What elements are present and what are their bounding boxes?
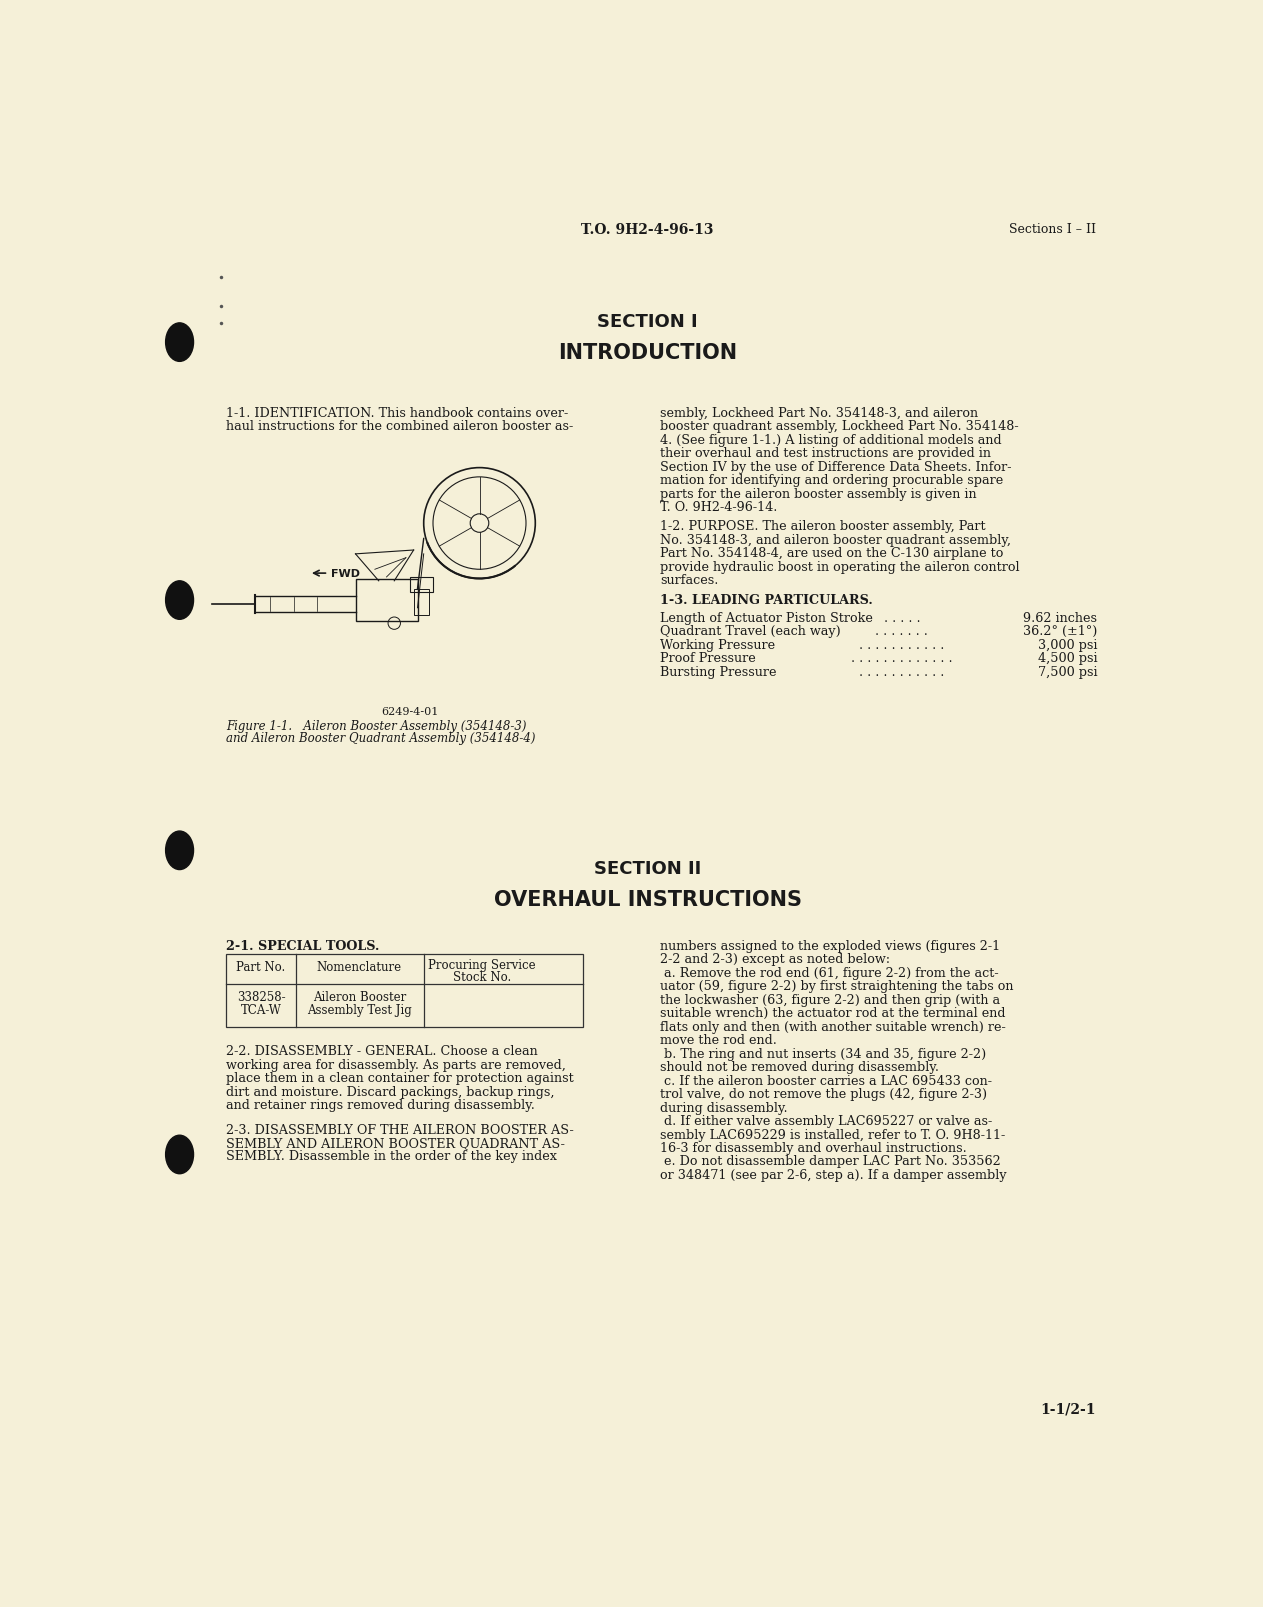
Text: flats only and then (with another suitable wrench) re-: flats only and then (with another suitab… <box>661 1020 1005 1033</box>
Text: Working Pressure: Working Pressure <box>661 638 775 651</box>
Text: 1-3. LEADING PARTICULARS.: 1-3. LEADING PARTICULARS. <box>661 595 873 607</box>
Text: surfaces.: surfaces. <box>661 574 719 587</box>
Text: 4,500 psi: 4,500 psi <box>1037 652 1098 665</box>
Text: haul instructions for the combined aileron booster as-: haul instructions for the combined ailer… <box>226 421 573 434</box>
Text: e. Do not disassemble damper LAC Part No. 353562: e. Do not disassemble damper LAC Part No… <box>661 1155 1000 1168</box>
Text: TCA-W: TCA-W <box>240 1003 282 1017</box>
Text: 2-2. DISASSEMBLY - GENERAL. Choose a clean: 2-2. DISASSEMBLY - GENERAL. Choose a cle… <box>226 1045 538 1057</box>
Text: a. Remove the rod end (61, figure 2-2) from the act-: a. Remove the rod end (61, figure 2-2) f… <box>661 966 999 979</box>
Text: OVERHAUL INSTRUCTIONS: OVERHAUL INSTRUCTIONS <box>494 889 802 910</box>
Text: Bursting Pressure: Bursting Pressure <box>661 665 777 678</box>
Text: Figure 1-1.   Aileron Booster Assembly (354148-3): Figure 1-1. Aileron Booster Assembly (35… <box>226 720 527 733</box>
Text: Assembly Test Jig: Assembly Test Jig <box>307 1003 412 1017</box>
Ellipse shape <box>165 831 193 869</box>
Text: b. The ring and nut inserts (34 and 35, figure 2-2): b. The ring and nut inserts (34 and 35, … <box>661 1048 986 1061</box>
Text: their overhaul and test instructions are provided in: their overhaul and test instructions are… <box>661 447 991 460</box>
Text: . . . . . . .: . . . . . . . <box>875 625 928 638</box>
Text: 1-1/2-1: 1-1/2-1 <box>1041 1401 1095 1416</box>
Text: 36.2° (±1°): 36.2° (±1°) <box>1023 625 1098 638</box>
Text: 4. (See figure 1-1.) A listing of additional models and: 4. (See figure 1-1.) A listing of additi… <box>661 434 1002 447</box>
Text: Proof Pressure: Proof Pressure <box>661 652 755 665</box>
Text: mation for identifying and ordering procurable spare: mation for identifying and ordering proc… <box>661 474 1003 487</box>
Ellipse shape <box>165 323 193 362</box>
Bar <box>226 955 582 1028</box>
Text: 338258-: 338258- <box>236 990 285 1003</box>
Text: . . . . . . . . . . . . .: . . . . . . . . . . . . . <box>851 652 952 665</box>
Ellipse shape <box>165 1136 193 1175</box>
Text: SEMBLY. Disassemble in the order of the key index: SEMBLY. Disassemble in the order of the … <box>226 1149 557 1163</box>
Text: 6249-4-01: 6249-4-01 <box>381 707 438 717</box>
Text: T. O. 9H2-4-96-14.: T. O. 9H2-4-96-14. <box>661 501 778 514</box>
Text: SECTION II: SECTION II <box>594 860 701 877</box>
Text: sembly, Lockheed Part No. 354148-3, and aileron: sembly, Lockheed Part No. 354148-3, and … <box>661 407 979 419</box>
Text: parts for the aileron booster assembly is given in: parts for the aileron booster assembly i… <box>661 487 976 500</box>
Text: Procuring Service: Procuring Service <box>428 958 536 972</box>
Text: Section IV by the use of Difference Data Sheets. Infor-: Section IV by the use of Difference Data… <box>661 461 1012 474</box>
Text: Quadrant Travel (each way): Quadrant Travel (each way) <box>661 625 841 638</box>
Text: 2-1. SPECIAL TOOLS.: 2-1. SPECIAL TOOLS. <box>226 938 379 953</box>
Text: and Aileron Booster Quadrant Assembly (354148-4): and Aileron Booster Quadrant Assembly (3… <box>226 731 536 744</box>
Text: Part No. 354148-4, are used on the C-130 airplane to: Part No. 354148-4, are used on the C-130… <box>661 546 1003 559</box>
Text: dirt and moisture. Discard packings, backup rings,: dirt and moisture. Discard packings, bac… <box>226 1085 554 1098</box>
Text: booster quadrant assembly, Lockheed Part No. 354148-: booster quadrant assembly, Lockheed Part… <box>661 421 1019 434</box>
Text: 1-2. PURPOSE. The aileron booster assembly, Part: 1-2. PURPOSE. The aileron booster assemb… <box>661 521 985 534</box>
Text: SEMBLY AND AILERON BOOSTER QUADRANT AS-: SEMBLY AND AILERON BOOSTER QUADRANT AS- <box>226 1136 565 1149</box>
Text: . . . . . . . . . . .: . . . . . . . . . . . <box>859 665 945 678</box>
Text: suitable wrench) the actuator rod at the terminal end: suitable wrench) the actuator rod at the… <box>661 1006 1005 1019</box>
Text: Aileron Booster: Aileron Booster <box>313 990 405 1003</box>
Bar <box>413 590 429 615</box>
Text: during disassembly.: during disassembly. <box>661 1101 788 1114</box>
Text: c. If the aileron booster carries a LAC 695433 con-: c. If the aileron booster carries a LAC … <box>661 1073 991 1086</box>
Text: and retainer rings removed during disassembly.: and retainer rings removed during disass… <box>226 1099 536 1112</box>
Text: sembly LAC695229 is installed, refer to T. O. 9H8-11-: sembly LAC695229 is installed, refer to … <box>661 1128 1005 1141</box>
Text: T.O. 9H2-4-96-13: T.O. 9H2-4-96-13 <box>581 223 714 236</box>
Bar <box>409 577 433 593</box>
Text: working area for disassembly. As parts are removed,: working area for disassembly. As parts a… <box>226 1057 566 1072</box>
Ellipse shape <box>165 582 193 620</box>
Text: provide hydraulic boost in operating the aileron control: provide hydraulic boost in operating the… <box>661 561 1019 574</box>
Text: move the rod end.: move the rod end. <box>661 1033 777 1046</box>
Text: Length of Actuator Piston Stroke: Length of Actuator Piston Stroke <box>661 611 873 625</box>
Text: 7,500 psi: 7,500 psi <box>1037 665 1098 678</box>
Bar <box>355 580 418 622</box>
Text: uator (59, figure 2-2) by first straightening the tabs on: uator (59, figure 2-2) by first straight… <box>661 980 1014 993</box>
Text: . . . . .: . . . . . <box>884 611 921 625</box>
Text: d. If either valve assembly LAC695227 or valve as-: d. If either valve assembly LAC695227 or… <box>661 1114 993 1128</box>
Text: Nomenclature: Nomenclature <box>317 961 402 974</box>
Text: 3,000 psi: 3,000 psi <box>1038 638 1098 651</box>
Text: place them in a clean container for protection against: place them in a clean container for prot… <box>226 1072 573 1085</box>
Text: 1-1. IDENTIFICATION. This handbook contains over-: 1-1. IDENTIFICATION. This handbook conta… <box>226 407 568 419</box>
Text: 2-2 and 2-3) except as noted below:: 2-2 and 2-3) except as noted below: <box>661 953 890 966</box>
Text: trol valve, do not remove the plugs (42, figure 2-3): trol valve, do not remove the plugs (42,… <box>661 1088 988 1101</box>
Text: Sections I – II: Sections I – II <box>1009 223 1095 236</box>
Text: 9.62 inches: 9.62 inches <box>1023 611 1098 625</box>
Text: SECTION I: SECTION I <box>597 313 698 331</box>
Text: 2-3. DISASSEMBLY OF THE AILERON BOOSTER AS-: 2-3. DISASSEMBLY OF THE AILERON BOOSTER … <box>226 1123 573 1136</box>
Text: 16-3 for disassembly and overhaul instructions.: 16-3 for disassembly and overhaul instru… <box>661 1141 966 1154</box>
Text: INTRODUCTION: INTRODUCTION <box>558 342 738 363</box>
Text: or 348471 (see par 2-6, step a). If a damper assembly: or 348471 (see par 2-6, step a). If a da… <box>661 1168 1007 1181</box>
Text: FWD: FWD <box>331 569 360 579</box>
Text: numbers assigned to the exploded views (figures 2-1: numbers assigned to the exploded views (… <box>661 938 1000 953</box>
Text: the lockwasher (63, figure 2-2) and then grip (with a: the lockwasher (63, figure 2-2) and then… <box>661 993 1000 1006</box>
Text: No. 354148-3, and aileron booster quadrant assembly,: No. 354148-3, and aileron booster quadra… <box>661 534 1012 546</box>
Text: . . . . . . . . . . .: . . . . . . . . . . . <box>859 638 945 651</box>
Text: should not be removed during disassembly.: should not be removed during disassembly… <box>661 1061 940 1073</box>
Text: Stock No.: Stock No. <box>452 971 512 983</box>
Text: Part No.: Part No. <box>236 961 285 974</box>
